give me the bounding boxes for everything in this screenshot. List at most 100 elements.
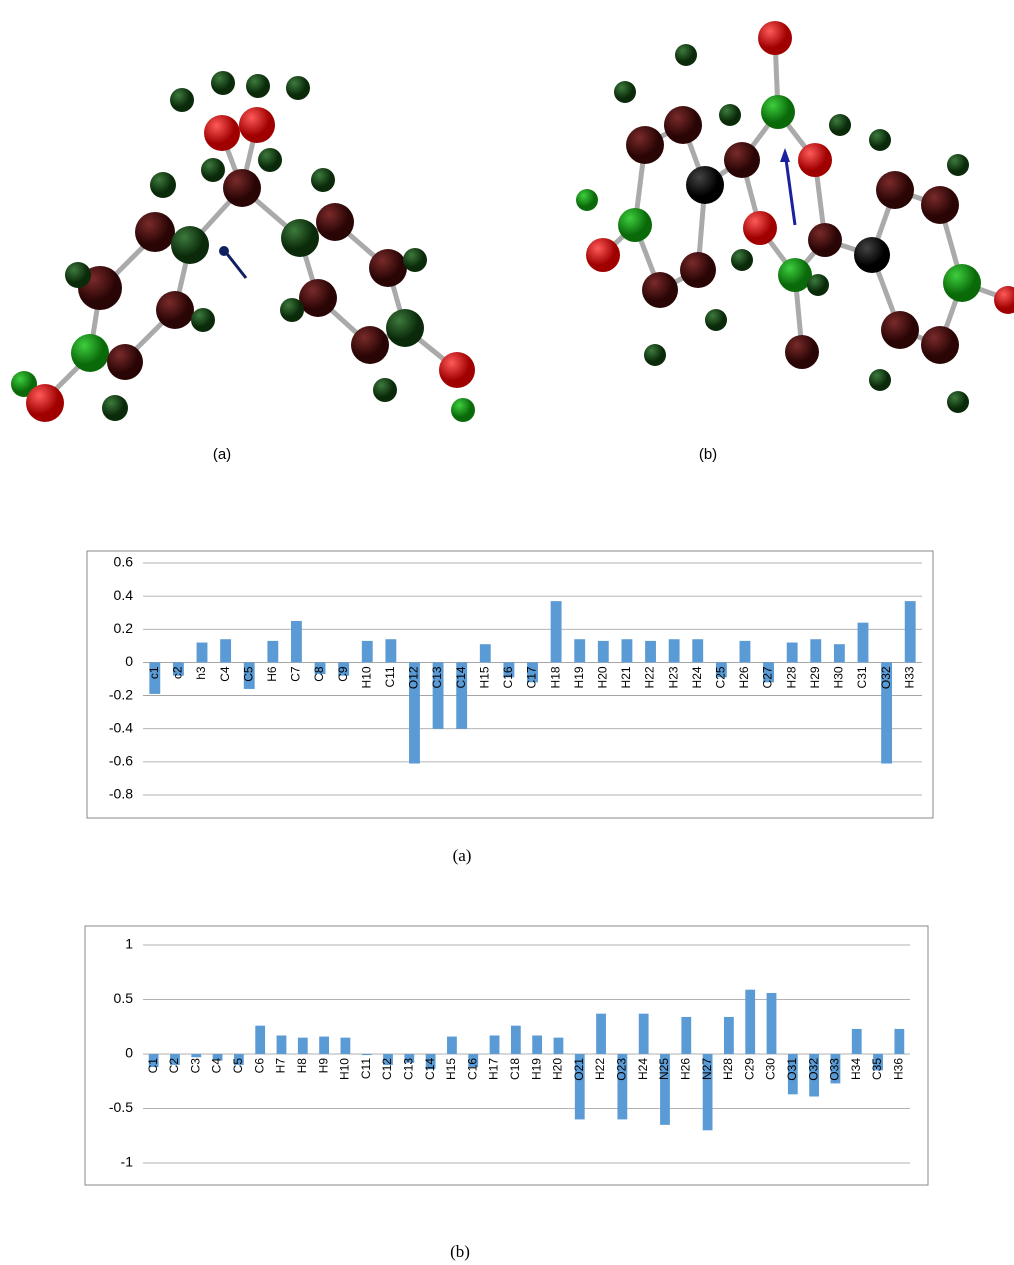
x-tick-label: H29 (808, 666, 822, 688)
y-tick-label: -1 (121, 1154, 134, 1170)
x-tick-label: C4 (210, 1058, 224, 1074)
bar (692, 639, 703, 662)
bar (858, 623, 869, 663)
x-tick-label: O32 (879, 666, 893, 689)
x-tick-label: H26 (678, 1058, 692, 1080)
x-tick-label: N25 (657, 1058, 671, 1080)
bar (669, 639, 680, 662)
y-tick-label: -0.8 (109, 786, 133, 802)
x-tick-label: H15 (444, 1058, 458, 1080)
x-tick-label: C13 (430, 666, 444, 688)
x-tick-label: C29 (742, 1058, 756, 1080)
bar (447, 1037, 457, 1054)
bar (319, 1037, 329, 1054)
x-tick-label: C30 (764, 1058, 778, 1080)
x-tick-label: O31 (785, 1058, 799, 1081)
y-tick-label: -0.6 (109, 753, 133, 769)
bar (787, 643, 798, 663)
bar (724, 1017, 734, 1054)
chart-frame (85, 926, 928, 1185)
x-tick-label: H19 (529, 1058, 543, 1080)
bar (298, 1038, 308, 1054)
bar (621, 639, 632, 662)
x-tick-label: H17 (487, 1058, 501, 1080)
x-tick-label: C25 (714, 666, 728, 688)
y-tick-label: -0.5 (109, 1099, 133, 1115)
x-tick-label: H30 (832, 666, 846, 688)
x-tick-label: H18 (548, 666, 562, 688)
bar (341, 1038, 351, 1054)
figure-canvas: (a) (b) (a) (b) -0.8-0.6-0.4-0.200.20.40… (0, 0, 1014, 1265)
x-tick-label: O21 (572, 1058, 586, 1081)
x-tick-label: H28 (721, 1058, 735, 1080)
x-tick-label: H8 (295, 1058, 309, 1074)
bar (596, 1014, 606, 1054)
y-tick-label: 1 (125, 936, 133, 952)
x-tick-label: O32 (806, 1058, 820, 1081)
y-tick-label: 0 (125, 1045, 133, 1061)
x-tick-label: c1 (147, 666, 161, 679)
bar (905, 601, 916, 662)
chart-caption: (a) (453, 846, 472, 865)
x-tick-label: H19 (572, 666, 586, 688)
x-tick-label: H24 (636, 1058, 650, 1080)
x-tick-label: H22 (593, 1058, 607, 1080)
x-tick-label: H23 (666, 666, 680, 688)
x-tick-label: H24 (690, 666, 704, 688)
x-tick-label: H20 (595, 666, 609, 688)
bar (645, 641, 656, 663)
y-tick-label: 0.2 (114, 620, 134, 636)
x-tick-label: H33 (902, 666, 916, 688)
x-tick-label: C11 (359, 1058, 373, 1079)
bar (740, 641, 751, 663)
bar (681, 1017, 691, 1054)
x-tick-label: C16 (501, 666, 515, 688)
x-tick-label: H20 (551, 1058, 565, 1080)
x-tick-label: C14 (423, 1058, 437, 1080)
x-tick-label: C16 (465, 1058, 479, 1080)
x-tick-label: C11 (383, 666, 397, 687)
x-tick-label: O12 (407, 666, 421, 689)
x-tick-label: H22 (643, 666, 657, 688)
bar (490, 1035, 500, 1054)
x-tick-label: C7 (289, 666, 303, 682)
x-tick-label: C5 (241, 666, 255, 682)
x-tick-label: C5 (231, 1058, 245, 1074)
x-tick-label: C12 (380, 1058, 394, 1080)
x-tick-label: H9 (316, 1058, 330, 1074)
x-tick-label: H26 (737, 666, 751, 688)
chart-caption: (b) (450, 1242, 470, 1261)
y-tick-label: 0.6 (114, 554, 134, 570)
x-tick-label: C1 (146, 1058, 160, 1074)
x-tick-label: C8 (312, 666, 326, 682)
x-tick-label: H21 (619, 666, 633, 688)
x-tick-label: C4 (218, 666, 232, 682)
bar (554, 1038, 564, 1054)
x-tick-label: C14 (454, 666, 468, 688)
x-tick-label: H7 (274, 1058, 288, 1074)
x-tick-label: C9 (336, 666, 350, 682)
bar (574, 639, 585, 662)
bar (852, 1029, 862, 1054)
bar (197, 643, 208, 663)
x-tick-label: O33 (828, 1058, 842, 1081)
x-tick-label: H28 (784, 666, 798, 688)
bar (191, 1054, 201, 1057)
molecule-a (11, 71, 475, 422)
bar (220, 639, 231, 662)
x-tick-label: H6 (265, 666, 279, 682)
x-tick-label: c2 (171, 666, 185, 679)
bar (598, 641, 609, 663)
x-tick-label: h3 (194, 666, 208, 680)
bar (362, 641, 373, 663)
x-tick-label: H15 (477, 666, 491, 688)
bar (480, 644, 491, 662)
y-tick-label: -0.4 (109, 719, 133, 735)
x-tick-label: C18 (508, 1058, 522, 1080)
y-tick-label: -0.2 (109, 686, 133, 702)
bar (385, 639, 396, 662)
bar (894, 1029, 904, 1054)
x-tick-label: C6 (252, 1058, 266, 1074)
bar (745, 990, 755, 1054)
y-tick-label: 0.4 (114, 587, 134, 603)
